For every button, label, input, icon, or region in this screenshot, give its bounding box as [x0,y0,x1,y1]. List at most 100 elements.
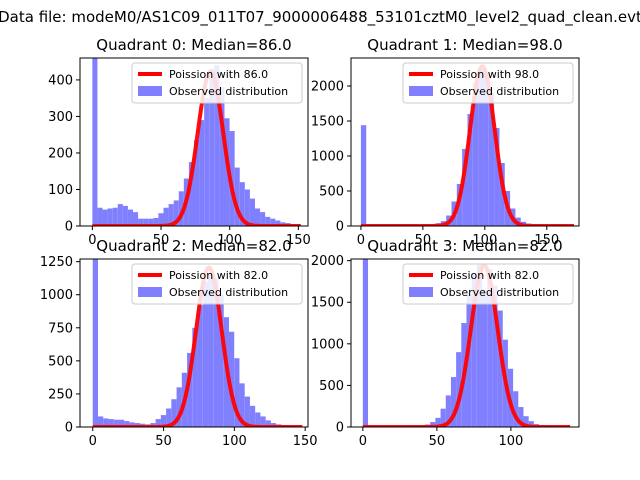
histogram-bar [523,416,529,427]
histogram-bar [362,259,369,427]
histogram-bar [513,391,519,427]
y-tick-label: 400 [48,73,73,88]
histogram-bar [178,191,184,226]
y-tick-label: 0 [65,220,73,235]
histogram-bar [244,396,250,427]
x-tick-label: 100 [222,434,247,449]
y-tick-label: 0 [336,421,344,436]
histogram-bar [160,415,167,427]
axes-frame [79,57,309,227]
histogram-bar [494,128,500,226]
histogram-bar [462,149,468,226]
histogram-bar [270,218,276,226]
histogram-bar [471,273,477,427]
histogram-bar [528,421,534,427]
x-tick-label: 100 [498,434,523,449]
legend-bar-swatch [409,86,433,96]
y-tick-label: 0 [336,220,344,235]
histogram-bar [122,205,128,226]
histogram-bar [255,412,261,427]
histogram-bar [204,98,210,226]
histogram-bar [127,209,134,226]
legend-entry-poisson: Poission with 82.0 [440,269,539,282]
quadrant-0-title: Quadrant 0: Median=86.0 [96,36,291,54]
y-tick-label: 0 [65,421,73,436]
legend: Poission with 82.0 Observed distribution [131,263,303,305]
histogram-bar [173,200,179,226]
x-tick-label: 50 [155,434,172,449]
histogram-bar [209,68,215,226]
quadrant-1-title: Quadrant 1: Median=98.0 [367,36,562,54]
histogram-bar [466,293,472,427]
x-tick-label: 150 [293,434,318,449]
histogram-bar [239,383,245,427]
histogram-bar [488,93,495,226]
histogram-bar [108,419,114,427]
histogram-bar [360,125,367,226]
legend-bar-swatch [409,287,433,297]
histogram-bar [202,281,209,427]
histogram-bar [430,422,436,427]
histogram-bar [445,395,451,427]
histogram-bar [171,399,177,427]
histogram-bar [118,419,125,427]
histogram-bar [275,220,281,226]
y-tick-label: 1000 [311,150,344,165]
histogram-bar [497,310,503,427]
legend-box [402,263,574,305]
histogram-bar [113,419,119,427]
axes-frame [350,57,580,227]
histogram-bar [249,198,255,226]
histogram-bar [117,204,123,226]
histogram-bar [192,327,198,427]
y-tick-label: 1500 [311,115,344,130]
histogram-bar [166,408,172,427]
y-tick-label: 100 [48,183,73,198]
legend-bar-swatch [138,86,162,96]
histogram-bar [197,305,203,427]
y-tick-label: 300 [48,110,73,125]
legend-entry-poisson: Poission with 86.0 [169,68,268,81]
histogram-bar [229,131,235,226]
histogram-bar [97,416,104,427]
histogram-bar [102,209,108,226]
histogram-bar [435,417,441,427]
x-tick-label: 150 [534,233,559,248]
y-tick-label: 1000 [40,288,73,303]
histogram-bar [143,218,149,226]
histogram-bar [213,278,219,427]
histogram-bar [260,416,266,427]
poisson-curve [92,265,303,427]
legend-box [131,263,303,305]
x-tick-label: 100 [217,233,242,248]
histogram-bar [476,264,483,427]
histogram-bar [482,289,488,427]
histogram-bar [158,213,164,226]
x-tick-label: 150 [286,233,311,248]
histogram-bar [265,216,271,226]
legend-bar-swatch [138,287,162,297]
histogram-bar [153,217,159,226]
quadrant-0-axes: 0 50 100 150 0 100 200 300 400 Quadrant 0: Median… [48,36,311,248]
legend-box [402,62,574,104]
histogram-bar [129,422,135,427]
histogram-bar [107,208,113,226]
x-tick-label: 50 [153,233,170,248]
quadrant-2-title: Quadrant 2: Median=82.0 [96,237,291,255]
histogram-bar [234,167,240,226]
histogram-bar [487,268,493,427]
histogram-bar [260,212,266,226]
y-tick-label: 250 [48,387,73,402]
histogram-bar [467,114,473,226]
quadrant-2-axes: 0 50 100 150 0 250 500 750 1000 1250 Quadrant 2: M… [40,237,318,449]
histogram-bar [478,68,484,226]
histogram-bar [92,58,98,226]
x-tick-label: 0 [357,233,365,248]
axes-frame [350,258,580,428]
axes-frame [79,258,309,428]
histogram-bar [176,387,182,427]
legend: Poission with 86.0 Observed distribution [131,62,303,104]
